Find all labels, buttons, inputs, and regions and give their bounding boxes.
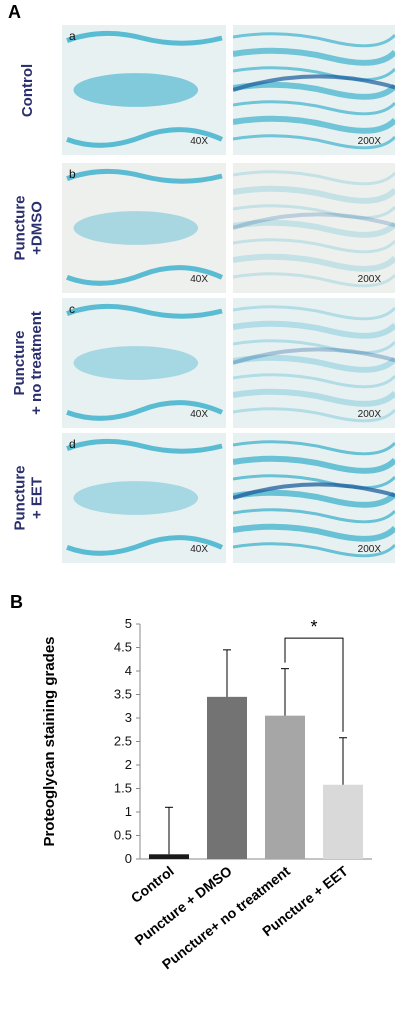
micrograph-d-high: 200X bbox=[233, 433, 395, 563]
y-tick-label: 4 bbox=[125, 663, 132, 678]
magnification-label: 200X bbox=[357, 409, 381, 420]
micrograph-stain bbox=[233, 163, 395, 293]
bar-0 bbox=[149, 854, 189, 859]
micrograph-stain bbox=[62, 25, 226, 155]
magnification-label: 40X bbox=[190, 136, 208, 147]
row-label-c: Puncture + no treatment bbox=[8, 298, 48, 428]
row-label-line: Puncture bbox=[11, 330, 28, 396]
panel-b-letter: B bbox=[10, 592, 23, 612]
x-category-label: Puncture + DMSO bbox=[132, 863, 235, 949]
significance-bracket bbox=[284, 637, 344, 732]
bar-1 bbox=[207, 696, 247, 859]
row-label-d: Puncture + EET bbox=[8, 433, 48, 563]
micrograph-stain bbox=[233, 433, 395, 563]
row-label-text: Puncture + no treatment bbox=[11, 311, 45, 415]
micrograph-d-low: d 40X bbox=[62, 433, 226, 563]
micrograph-sublabel: a bbox=[69, 29, 76, 43]
row-label-a: Control bbox=[8, 25, 48, 155]
y-tick-label: 4.5 bbox=[114, 640, 132, 655]
micrograph-stain bbox=[233, 298, 395, 428]
micrograph-stain bbox=[233, 25, 395, 155]
micrograph-sublabel: b bbox=[69, 167, 76, 181]
micrograph-stain bbox=[62, 163, 226, 293]
row-label-text: Puncture + EET bbox=[11, 465, 45, 530]
micrograph-a-low: a 40X bbox=[62, 25, 226, 155]
y-tick-label: 3.5 bbox=[114, 687, 132, 702]
micrograph-a-high: 200X bbox=[233, 25, 395, 155]
micrograph-sublabel: c bbox=[69, 302, 75, 316]
magnification-label: 200X bbox=[357, 274, 381, 285]
y-axis-label: Proteoglycan staining grades bbox=[41, 636, 58, 846]
row-label-line: Puncture bbox=[11, 465, 29, 531]
row-label-b: Puncture +DMSO bbox=[8, 163, 48, 293]
y-tick-label: 1.5 bbox=[114, 781, 132, 796]
proteoglycan-bar-chart: 0 0.5 1 1.5 2 2.5 3 3.5 4 4.5 5 Proteoglycan staini… bbox=[41, 616, 372, 972]
y-tick-label: 0 bbox=[125, 851, 132, 866]
y-tick-label: 1 bbox=[125, 804, 132, 819]
y-tick-label: 2 bbox=[125, 757, 132, 772]
bar-3 bbox=[323, 784, 363, 859]
bar-2 bbox=[265, 715, 305, 859]
magnification-label: 40X bbox=[190, 409, 208, 420]
magnification-label: 40X bbox=[190, 544, 208, 555]
row-label-line: Control bbox=[19, 63, 37, 117]
micrograph-sublabel: d bbox=[69, 437, 76, 451]
x-category-label: Control bbox=[128, 863, 177, 906]
micrograph-b-low: b 40X bbox=[62, 163, 226, 293]
row-label-line: + no treatment bbox=[28, 311, 45, 415]
y-tick-label: 2.5 bbox=[114, 734, 132, 749]
micrograph-stain bbox=[62, 298, 226, 428]
micrograph-c-low: c 40X bbox=[62, 298, 226, 428]
y-tick-label: 5 bbox=[125, 616, 132, 631]
row-label-line: Puncture bbox=[11, 195, 29, 261]
magnification-label: 200X bbox=[357, 136, 381, 147]
row-label-line: +DMSO bbox=[28, 201, 46, 255]
chart-plot-area: 0 0.5 1 1.5 2 2.5 3 3.5 4 4.5 5 Proteoglycan staini… bbox=[41, 616, 372, 972]
magnification-label: 200X bbox=[357, 544, 381, 555]
micrograph-b-high: 200X bbox=[233, 163, 395, 293]
micrograph-c-high: 200X bbox=[233, 298, 395, 428]
significance-marker: * bbox=[310, 617, 317, 637]
micrograph-stain bbox=[62, 433, 226, 563]
row-label-text: Puncture +DMSO bbox=[11, 195, 45, 260]
magnification-label: 40X bbox=[190, 274, 208, 285]
y-tick-label: 0.5 bbox=[114, 828, 132, 843]
y-tick-label: 3 bbox=[125, 710, 132, 725]
row-label-line: + EET bbox=[28, 476, 46, 520]
row-label-text: Control bbox=[20, 63, 37, 116]
panel-a-letter: A bbox=[8, 2, 21, 22]
